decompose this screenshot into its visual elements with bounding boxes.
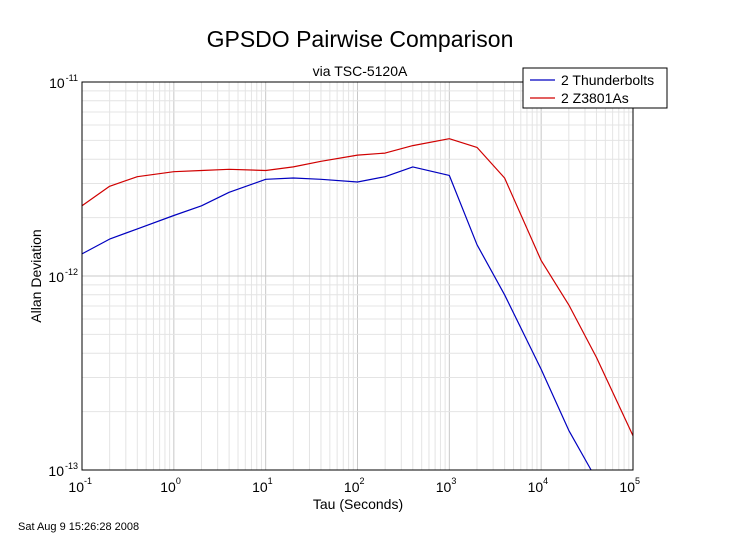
y-tick-base: 10 bbox=[49, 75, 65, 91]
x-tick-base: 10 bbox=[528, 479, 544, 495]
y-tick-exponent: -12 bbox=[65, 267, 78, 277]
chart-title: GPSDO Pairwise Comparison bbox=[207, 26, 514, 52]
x-axis-label: Tau (Seconds) bbox=[313, 496, 403, 512]
series-layer bbox=[81, 138, 634, 471]
y-axis-label: Allan Deviation bbox=[28, 229, 44, 322]
y-tick-base: 10 bbox=[48, 269, 64, 285]
x-tick-exponent: 4 bbox=[543, 476, 548, 486]
x-tick-base: 10 bbox=[68, 479, 84, 495]
x-tick-exponent: 1 bbox=[268, 476, 273, 486]
x-tick-label: 10 0 bbox=[160, 476, 181, 495]
x-tick-label: 10 4 bbox=[528, 476, 549, 495]
x-tick-label: 10 1 bbox=[252, 476, 273, 495]
timestamp: Sat Aug 9 15:26:28 2008 bbox=[18, 521, 140, 533]
y-tick-base: 10 bbox=[48, 463, 64, 479]
x-tick-base: 10 bbox=[252, 479, 268, 495]
x-tick-base: 10 bbox=[160, 479, 176, 495]
plot-frame bbox=[81, 81, 634, 471]
x-tick-exponent: 2 bbox=[360, 476, 365, 486]
x-tick-labels: 10 -1 10 0 10 1 10 2 10 3 10 4 10 5 bbox=[68, 476, 640, 495]
x-tick-label: 10 -1 bbox=[68, 476, 92, 495]
legend-label: 2 Thunderbolts bbox=[561, 72, 654, 88]
legend: 2 Thunderbolts 2 Z3801As bbox=[522, 67, 668, 109]
x-tick-base: 10 bbox=[344, 479, 360, 495]
legend-label: 2 Z3801As bbox=[561, 90, 629, 106]
x-tick-exponent: 3 bbox=[451, 476, 456, 486]
x-tick-label: 10 3 bbox=[436, 476, 457, 495]
x-tick-exponent: 0 bbox=[176, 476, 181, 486]
y-tick-exponent: -11 bbox=[66, 73, 78, 83]
x-tick-label: 10 5 bbox=[619, 476, 640, 495]
x-tick-exponent: 5 bbox=[635, 476, 640, 486]
legend-item: 2 Z3801As bbox=[530, 90, 629, 106]
grid bbox=[82, 82, 633, 470]
x-tick-base: 10 bbox=[619, 479, 635, 495]
chart-subtitle: via TSC-5120A bbox=[313, 63, 408, 79]
x-tick-base: 10 bbox=[436, 479, 452, 495]
x-tick-label: 10 2 bbox=[344, 476, 365, 495]
y-tick-exponent: -13 bbox=[65, 461, 78, 471]
series-line-1 bbox=[81, 166, 592, 471]
x-tick-exponent: -1 bbox=[84, 476, 92, 486]
series-line-2 bbox=[81, 138, 634, 437]
legend-box bbox=[522, 67, 668, 109]
legend-item: 2 Thunderbolts bbox=[530, 72, 654, 88]
